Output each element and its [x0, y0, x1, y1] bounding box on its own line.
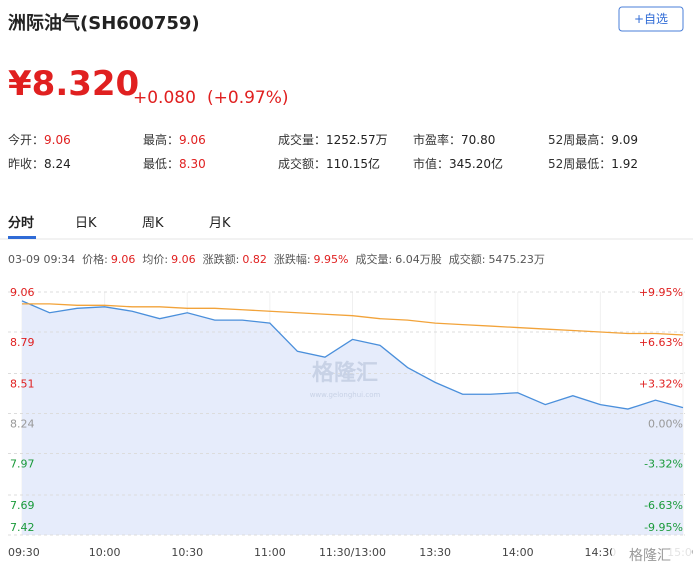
- stat: 成交额：110.15亿: [278, 156, 380, 171]
- y2-tick-label: -3.32%: [644, 458, 683, 471]
- stat-value: 9.09: [611, 133, 638, 147]
- y-tick-label: 9.06: [10, 286, 35, 299]
- stat: 最高：9.06: [143, 132, 206, 147]
- stat-value: 8.24: [44, 157, 71, 171]
- tab[interactable]: 分时: [8, 215, 34, 231]
- x-tick-label: 14:00: [502, 546, 534, 559]
- y2-tick-label: +6.63%: [639, 336, 683, 349]
- stat: 昨收：8.24: [8, 157, 71, 171]
- info-value: 0.82: [242, 253, 267, 266]
- stat-label: 最低：: [143, 157, 179, 171]
- y-tick-label: 8.51: [10, 377, 35, 390]
- y2-tick-label: +3.32%: [639, 377, 683, 390]
- add-button-box[interactable]: [618, 6, 684, 32]
- y-tick-label: 8.79: [10, 336, 35, 349]
- stat-value: 1.92: [611, 157, 638, 171]
- stat: 成交量：1252.57万: [278, 132, 388, 147]
- y-tick-label: 7.69: [10, 499, 35, 512]
- change-pct: (+0.97%): [207, 88, 289, 108]
- stat-label: 52周最低：: [548, 157, 611, 171]
- info-line: 03-09 09:34 价格: 9.06 均价: 9.06 涨跌额: 0.82 涨跌幅: 9.9…: [8, 252, 545, 266]
- stat: 今开：9.06: [8, 132, 71, 147]
- y-tick-label: 7.97: [10, 458, 35, 471]
- info-time: 03-09 09:34: [8, 253, 75, 266]
- y-tick-label: 7.42: [10, 521, 35, 534]
- stat: 市盈率：70.80: [413, 132, 495, 147]
- add-button[interactable]: +自选: [634, 12, 668, 26]
- stat-label: 成交量：: [278, 132, 326, 147]
- stat-value: 70.80: [461, 133, 495, 147]
- watermark: 格隆汇: [312, 360, 378, 386]
- tab[interactable]: 月K: [209, 216, 231, 231]
- stat-label: 今开：: [8, 132, 44, 147]
- stat: 52周最低：1.92: [548, 157, 638, 171]
- tab-underline: [8, 236, 36, 239]
- stat-label: 52周最高：: [548, 132, 611, 147]
- watermark-url: www.gelonghui.com: [310, 391, 381, 399]
- info-value: 6.04万股: [395, 253, 442, 266]
- info-label: 成交量:: [356, 252, 393, 266]
- change: +0.080: [133, 88, 196, 108]
- stock-title: 洲际油气(SH600759): [8, 12, 200, 34]
- info-label: 成交额:: [449, 252, 486, 266]
- x-tick-label: 14:30: [585, 546, 617, 559]
- x-tick-label: 10:00: [89, 546, 121, 559]
- x-tick-label: 11:30/13:00: [319, 546, 386, 559]
- tab[interactable]: 周K: [142, 216, 164, 231]
- info-value: 9.06: [171, 253, 196, 266]
- x-tick-label: 09:30: [8, 546, 40, 559]
- avg-line: [22, 303, 684, 336]
- stat-label: 成交额：: [278, 156, 326, 171]
- info-value: 5475.23万: [488, 253, 545, 266]
- stat: 最低：8.30: [143, 157, 206, 171]
- y2-tick-label: 0.00%: [648, 418, 683, 431]
- stat-label: 昨收：: [8, 157, 44, 171]
- stat-value: 9.06: [44, 133, 71, 147]
- price-line: [21, 300, 684, 410]
- tab[interactable]: 日K: [75, 216, 97, 231]
- price: ¥8.320: [8, 64, 139, 104]
- logo-box: [612, 542, 691, 566]
- stat-value: 1252.57万: [326, 133, 388, 147]
- y2-tick-label: -6.63%: [644, 499, 683, 512]
- x-tick-label: 11:00: [254, 546, 286, 559]
- info-label: 涨跌额:: [203, 252, 240, 266]
- y2-tick-label: +9.95%: [639, 286, 683, 299]
- stat-value: 8.30: [179, 157, 206, 171]
- stat-label: 最高：: [143, 132, 179, 147]
- logo: 格隆汇: [629, 548, 671, 564]
- stat-value: 9.06: [179, 133, 206, 147]
- stat: 市值：345.20亿: [413, 156, 503, 171]
- info-value: 9.06: [111, 253, 136, 266]
- stat-label: 市盈率：: [413, 132, 461, 147]
- y2-tick-label: -9.95%: [644, 521, 683, 534]
- info-value: 9.95%: [314, 253, 349, 266]
- stat-label: 市值：: [413, 156, 449, 171]
- info-label: 价格:: [82, 252, 108, 266]
- info-label: 涨跌幅:: [274, 252, 311, 266]
- price-area: [22, 300, 683, 535]
- info-label: 均价:: [142, 253, 168, 266]
- x-tick-label: 10:30: [171, 546, 203, 559]
- stat-value: 110.15亿: [326, 156, 380, 171]
- stat: 52周最高：9.09: [548, 132, 638, 147]
- x-tick-label: 13:30: [419, 546, 451, 559]
- stat-value: 345.20亿: [449, 156, 503, 171]
- y-tick-label: 8.24: [10, 418, 35, 431]
